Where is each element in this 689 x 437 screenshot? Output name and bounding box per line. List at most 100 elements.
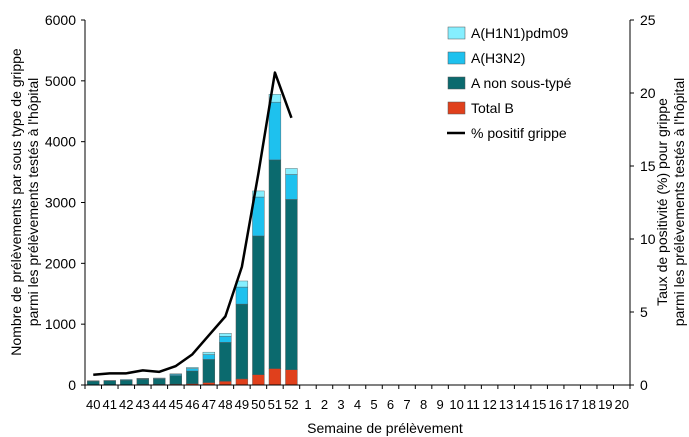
bar-segment <box>87 380 100 385</box>
x-tick-label: 12 <box>482 397 496 412</box>
bar-segment <box>202 359 216 383</box>
bar-segment <box>186 370 199 384</box>
legend: A(H1N1)pdm09 A(H3N2) A non sous-typé Total … <box>447 25 572 141</box>
x-axis-label: Semaine de prélèvement <box>307 420 463 436</box>
y2-axis-label-line-1: Taux de positivité (%) pour grippe <box>654 98 670 306</box>
right-tick-label: 0 <box>640 377 648 393</box>
bars-layer <box>87 94 298 386</box>
bar-segment <box>153 378 166 385</box>
x-tick-label: 8 <box>420 397 427 412</box>
bar-segment <box>268 94 282 103</box>
bar-segment <box>169 373 182 375</box>
x-tick-label: 1 <box>304 397 311 412</box>
bar-segment <box>219 336 232 343</box>
x-tick-label: 50 <box>251 397 265 412</box>
bar-segment <box>219 333 232 337</box>
bar-segment <box>285 168 298 175</box>
x-tick-label: 2 <box>321 397 328 412</box>
bar-segment <box>268 101 282 161</box>
left-tick-label: 1000 <box>45 316 76 332</box>
x-tick-label: 13 <box>499 397 513 412</box>
bar-segment <box>235 286 249 305</box>
left-tick-label: 4000 <box>45 134 76 150</box>
x-tick-label: 51 <box>268 397 282 412</box>
x-tick-label: 42 <box>119 397 133 412</box>
bar-segment <box>285 369 298 386</box>
x-tick-label: 44 <box>152 397 166 412</box>
x-tick-label: 49 <box>235 397 249 412</box>
left-axis-ticks: 0 1000 2000 3000 4000 5000 6000 <box>45 12 85 393</box>
legend-swatch <box>447 101 466 115</box>
bar-segment <box>252 235 265 375</box>
bar-segment <box>219 381 232 386</box>
x-tick-label: 6 <box>387 397 394 412</box>
y-axis-label-line-2: parmi les prélèvements testés à l'hôpita… <box>25 78 41 327</box>
bar-segment <box>219 342 232 382</box>
legend-swatch <box>447 26 466 40</box>
right-tick-label: 20 <box>640 85 656 101</box>
bar-segment <box>120 379 133 385</box>
bar-segment <box>252 190 265 198</box>
bar-segment <box>120 379 133 381</box>
bar-segment <box>268 159 282 369</box>
x-tick-label: 10 <box>449 397 463 412</box>
bar-segment <box>235 303 249 380</box>
right-tick-label: 15 <box>640 158 656 174</box>
left-tick-label: 3000 <box>45 195 76 211</box>
bar-segment <box>285 174 298 200</box>
x-tick-label: 52 <box>284 397 298 412</box>
bar-segment <box>202 354 216 360</box>
x-tick-label: 48 <box>218 397 232 412</box>
bar-segment <box>252 374 265 386</box>
x-tick-label: 47 <box>202 397 216 412</box>
x-tick-label: 20 <box>615 397 629 412</box>
x-tick-label: 3 <box>337 397 344 412</box>
legend-label: A(H1N1)pdm09 <box>471 25 568 41</box>
bar-segment <box>235 378 249 386</box>
x-tick-label: 45 <box>169 397 183 412</box>
x-tick-label: 5 <box>370 397 377 412</box>
x-tick-label: 17 <box>565 397 579 412</box>
left-tick-label: 2000 <box>45 255 76 271</box>
legend-swatch <box>447 51 466 65</box>
bar-segment <box>103 380 116 385</box>
x-axis-ticks: 40 41 42 43 44 45 46 47 48 49 50 51 52 1 2 3 4 5 6 7 8 9 10 11 1… <box>84 385 631 412</box>
left-tick-label: 5000 <box>45 73 76 89</box>
legend-label: Total B <box>471 100 514 116</box>
x-tick-label: 4 <box>354 397 361 412</box>
bar-segment <box>136 379 149 385</box>
right-tick-label: 5 <box>640 304 648 320</box>
x-tick-label: 41 <box>103 397 117 412</box>
bar-segment <box>268 368 282 386</box>
legend-label: % positif grippe <box>471 125 567 141</box>
x-tick-label: 18 <box>581 397 595 412</box>
left-tick-label: 0 <box>68 377 76 393</box>
right-tick-label: 25 <box>640 12 656 28</box>
legend-label: A(H3N2) <box>471 50 525 66</box>
x-tick-label: 16 <box>548 397 562 412</box>
bar-segment <box>202 351 216 355</box>
y-axis-label-line-1: Nombre de prélèvements par sous type de … <box>8 48 24 356</box>
x-tick-label: 46 <box>185 397 199 412</box>
legend-swatch <box>447 76 466 90</box>
x-tick-label: 14 <box>515 397 529 412</box>
line-layer <box>93 71 293 377</box>
legend-label: A non sous-typé <box>471 75 572 91</box>
right-tick-label: 10 <box>640 231 656 247</box>
y2-axis-label-line-2: parmi les prélèvements testés à l'hôpita… <box>671 78 687 327</box>
bar-segment <box>285 199 298 370</box>
right-axis-ticks: 0 5 10 15 20 25 <box>630 12 656 393</box>
x-tick-label: 11 <box>466 397 480 412</box>
x-tick-label: 19 <box>598 397 612 412</box>
x-tick-label: 9 <box>436 397 443 412</box>
series-line <box>93 71 293 377</box>
left-tick-label: 6000 <box>45 12 76 28</box>
bar-segment <box>186 367 199 369</box>
x-tick-label: 43 <box>136 397 150 412</box>
x-tick-label: 7 <box>403 397 410 412</box>
bar-segment <box>186 368 199 372</box>
x-tick-label: 15 <box>532 397 546 412</box>
bar-segment <box>169 375 182 385</box>
x-tick-label: 40 <box>86 397 100 412</box>
